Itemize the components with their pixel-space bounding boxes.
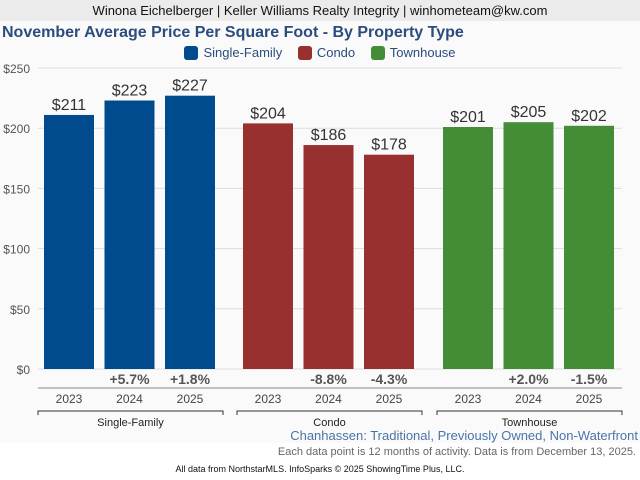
bar-condo-2024: [303, 145, 354, 369]
bar-townhouse-2023: [443, 126, 493, 369]
data-label: $211: [52, 97, 87, 114]
y-tick-label: $0: [17, 363, 31, 377]
data-label: $186: [311, 127, 347, 144]
x-tick-label: 2023: [56, 392, 83, 406]
data-label: $201: [450, 109, 486, 126]
bar-single-family-2024: [104, 100, 155, 370]
x-tick-label: 2024: [116, 392, 143, 406]
data-note: Each data point is 12 months of activity…: [277, 446, 636, 458]
bar-single-family-2025: [165, 95, 215, 369]
change-label: +5.7%: [109, 371, 150, 387]
group-bracket: [37, 410, 224, 415]
legend-swatch: [297, 45, 312, 60]
legend-label: Townhouse: [389, 45, 456, 60]
legend-swatch: [370, 45, 385, 60]
y-tick-label: $150: [3, 182, 30, 196]
y-tick-label: $250: [3, 62, 30, 76]
change-label: +2.0%: [508, 371, 549, 387]
group-label: Condo: [313, 417, 345, 429]
group-label: Townhouse: [502, 417, 558, 429]
x-tick-label: 2025: [376, 392, 403, 406]
chart-title: November Average Price Per Square Foot -…: [2, 24, 464, 41]
legend-label: Single-Family: [203, 45, 283, 60]
footer: All data from NorthstarMLS. InfoSparks ©…: [175, 464, 465, 474]
change-label: -1.5%: [571, 371, 608, 387]
bar-single-family-2023: [44, 114, 94, 370]
bar-townhouse-2025: [564, 125, 614, 370]
legend-item-condo[interactable]: Condo: [297, 45, 356, 60]
legend-swatch: [184, 45, 199, 60]
change-label: -4.3%: [371, 371, 408, 387]
y-tick-label: $50: [10, 303, 30, 317]
chart-subtitle: Chanhassen: Traditional, Previously Owne…: [290, 428, 638, 443]
data-label: $223: [112, 83, 148, 100]
legend-label: Condo: [316, 45, 356, 60]
data-label: $227: [172, 78, 208, 95]
data-label: $205: [511, 104, 547, 121]
group-label: Single-Family: [97, 417, 164, 429]
data-label: $178: [371, 137, 407, 154]
x-tick-label: 2025: [576, 392, 603, 406]
x-tick-label: 2023: [455, 392, 482, 406]
bar-townhouse-2024: [503, 122, 554, 370]
x-tick-label: 2024: [315, 392, 342, 406]
change-label: -8.8%: [310, 371, 347, 387]
x-tick-label: 2024: [515, 392, 542, 406]
legend-item-single-family[interactable]: Single-Family: [184, 45, 282, 60]
data-label: $202: [571, 108, 607, 125]
group-bracket: [236, 410, 423, 415]
x-tick-label: 2023: [255, 392, 282, 406]
data-label: $204: [250, 105, 286, 122]
group-bracket: [436, 410, 623, 415]
legend: Single-Family Condo Townhouse: [0, 45, 640, 63]
bar-condo-2023: [243, 123, 293, 369]
x-tick-label: 2025: [177, 392, 204, 406]
y-tick-label: $100: [3, 243, 30, 257]
bar-condo-2025: [364, 154, 414, 369]
change-label: +1.8%: [170, 371, 211, 387]
y-tick-label: $200: [3, 122, 30, 136]
agent-header: Winona Eichelberger | Keller Williams Re…: [0, 0, 640, 21]
legend-item-townhouse[interactable]: Townhouse: [370, 45, 456, 60]
